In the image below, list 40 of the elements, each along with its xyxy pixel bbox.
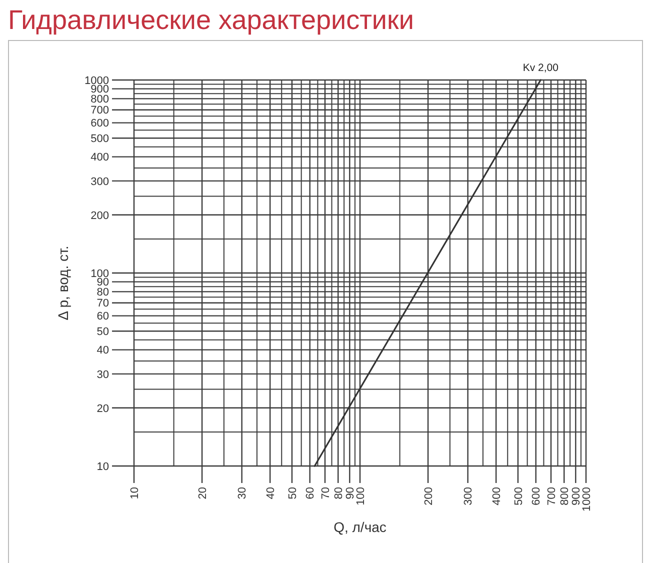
y-tick-label: 40 bbox=[96, 344, 109, 357]
y-tick-label: 900 bbox=[90, 84, 109, 96]
x-tick-label: 60 bbox=[304, 487, 317, 500]
y-tick-label: 70 bbox=[96, 298, 109, 310]
y-tick-label: 800 bbox=[90, 94, 109, 106]
y-tick-label: 80 bbox=[96, 286, 109, 299]
x-tick-label: 1000 bbox=[580, 487, 593, 512]
x-tick-label: 300 bbox=[462, 487, 475, 506]
y-tick-label: 10 bbox=[96, 460, 109, 473]
x-tick-label: 600 bbox=[530, 487, 543, 506]
x-tick-label: 700 bbox=[546, 487, 558, 506]
y-tick-label: 600 bbox=[90, 118, 109, 130]
y-tick-label: 20 bbox=[96, 402, 109, 415]
x-tick-label: 900 bbox=[570, 487, 583, 506]
x-axis-title: Q, л/час bbox=[334, 519, 386, 535]
x-tick-label: 90 bbox=[344, 487, 357, 500]
x-tick-label: 70 bbox=[320, 487, 332, 500]
series-label: Kv 2,00 bbox=[522, 62, 559, 74]
y-tick-label: 500 bbox=[90, 132, 109, 145]
chart-title: Гидравлические характеристики bbox=[8, 5, 414, 35]
x-tick-label: 800 bbox=[558, 487, 571, 506]
x-tick-label: 80 bbox=[332, 487, 345, 500]
y-tick-label: 60 bbox=[96, 310, 109, 323]
y-tick-label: 400 bbox=[90, 152, 109, 164]
y-tick-label: 200 bbox=[90, 210, 109, 222]
x-tick-label: 50 bbox=[286, 487, 299, 500]
x-tick-label: 20 bbox=[196, 487, 209, 500]
y-axis-title: Δ p, вод. ст. bbox=[55, 246, 71, 320]
x-tick-label: 500 bbox=[512, 487, 525, 506]
x-tick-label: 40 bbox=[264, 487, 277, 500]
y-tick-label: 90 bbox=[96, 276, 109, 289]
x-tick-label: 200 bbox=[422, 487, 435, 506]
x-tick-label: 10 bbox=[128, 487, 141, 500]
x-tick-label: 30 bbox=[236, 487, 249, 500]
y-tick-label: 50 bbox=[96, 326, 109, 338]
x-tick-label: 400 bbox=[490, 487, 503, 506]
y-tick-label: 300 bbox=[90, 176, 109, 188]
x-tick-label: 100 bbox=[354, 487, 367, 506]
y-tick-label: 700 bbox=[90, 104, 109, 117]
y-tick-label: 30 bbox=[96, 368, 109, 381]
